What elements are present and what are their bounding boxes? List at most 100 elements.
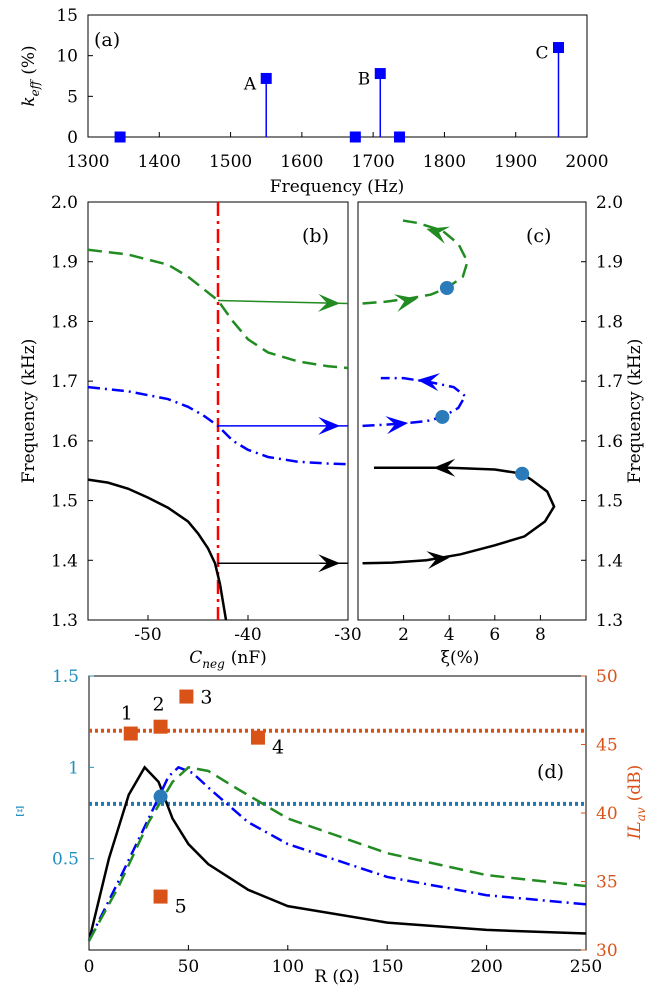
stem-marker xyxy=(349,131,361,143)
panel-a-xtick-label: 1800 xyxy=(423,152,466,172)
direction-arrowhead xyxy=(433,458,456,477)
transfer-arrowhead xyxy=(318,416,341,435)
panel-d-ytick-right-label: 45 xyxy=(596,736,618,756)
il-square-label: 5 xyxy=(175,896,187,918)
stem-marker xyxy=(114,131,126,143)
panel-d-xtick-label: 50 xyxy=(178,957,200,977)
stem-label: A xyxy=(243,74,257,94)
panel-b: (b) 1.3 1.4 1.5 1.6 1.7 1.8 1.9 2.0 -50 -40 -30 Cn… xyxy=(19,193,362,671)
operating-point-marker xyxy=(439,280,454,295)
panel-b-ytick-label: 1.6 xyxy=(51,432,78,452)
panel-d-frame xyxy=(88,675,587,951)
panel-a-xtick-label: 1600 xyxy=(280,152,323,172)
panel-a-ylabel-sub: eff xyxy=(28,78,42,96)
panel-d-ytick-right-label: 50 xyxy=(596,667,618,687)
il-square-label: 1 xyxy=(121,703,133,725)
panel-a-ylabel-main: k xyxy=(19,96,39,106)
direction-arrowhead xyxy=(426,226,451,244)
panel-c-ytick-label: 1.4 xyxy=(596,551,623,571)
stem-label: B xyxy=(358,70,371,90)
panel-b-ytick-label: 1.9 xyxy=(51,253,78,273)
panel-b-ytick-label: 1.3 xyxy=(51,611,78,631)
stem-marker xyxy=(374,68,386,80)
panel-d-xtick-label: 250 xyxy=(570,957,602,977)
panel-a-xtick-label: 2000 xyxy=(565,152,608,172)
panel-d-tag: (d) xyxy=(537,761,564,783)
panel-c-ytick-label: 1.9 xyxy=(596,253,623,273)
panel-c-ytick-label: 2.0 xyxy=(596,193,623,213)
stem-marker xyxy=(394,131,406,143)
series-line xyxy=(87,765,587,942)
il-square-label: 3 xyxy=(200,687,212,709)
panel-c-ytick-label: 1.3 xyxy=(596,611,623,631)
series-line xyxy=(87,385,349,466)
panel-c-xtick-label: 8 xyxy=(535,625,546,645)
direction-arrowhead xyxy=(417,373,441,392)
panel-c-xtick-label: 6 xyxy=(489,625,500,645)
panel-b-xlabel-sub: neg xyxy=(202,657,225,671)
panel-b-xlabel-main: C xyxy=(189,648,202,668)
series-line xyxy=(87,248,349,370)
panel-d-ytick-left-label: 1 xyxy=(68,758,79,778)
panel-a-xtick-label: 1500 xyxy=(209,152,252,172)
panel-a-ytick-label: 10 xyxy=(56,47,78,67)
panel-a-ytick-label: 0 xyxy=(67,128,78,148)
il-square-marker xyxy=(123,726,138,741)
panel-b-xlabel-unit: (nF) xyxy=(231,648,267,668)
panel-c-ytick-label: 1.8 xyxy=(596,312,623,332)
panel-a-ytick-label: 15 xyxy=(56,6,78,26)
stem-marker xyxy=(552,42,564,54)
series-line xyxy=(362,376,467,428)
panel-a-xlabel: Frequency (Hz) xyxy=(270,177,404,197)
panel-b-ytick-label: 1.5 xyxy=(51,492,78,512)
panel-c-xtick-label: 2 xyxy=(398,625,409,645)
stem-label: C xyxy=(535,44,548,64)
operating-point-marker xyxy=(515,466,530,481)
panel-b-ytick-label: 1.8 xyxy=(51,312,78,332)
transfer-arrowhead xyxy=(318,554,341,573)
intersection-marker xyxy=(153,789,168,804)
panel-b-ytick-label: 2.0 xyxy=(51,193,78,213)
panel-d-ytick-left-label: 1.5 xyxy=(52,667,79,687)
il-square-marker xyxy=(250,730,265,745)
panel-a-frame xyxy=(87,14,588,138)
panel-c-ytick-label: 1.5 xyxy=(596,492,623,512)
il-square-label: 2 xyxy=(153,694,165,716)
direction-arrowhead xyxy=(393,294,418,312)
il-square-label: 4 xyxy=(272,737,284,759)
panel-d-ylabel-right: ILav (dB) xyxy=(625,765,648,841)
il-square-marker xyxy=(153,719,168,734)
panel-d-ylabel-right-unit: (dB) xyxy=(625,765,645,802)
panel-b-ytick-label: 1.4 xyxy=(51,551,78,571)
direction-arrowhead xyxy=(426,551,450,570)
direction-arrowhead xyxy=(385,416,409,435)
operating-point-marker xyxy=(435,409,450,424)
series-line xyxy=(87,765,587,942)
panel-b-ytick-label: 1.7 xyxy=(51,372,78,392)
series-line xyxy=(362,466,556,565)
series-line xyxy=(87,765,587,942)
panel-d-xtick-label: 0 xyxy=(84,957,95,977)
panel-d-ytick-right-label: 35 xyxy=(596,873,618,893)
panel-d-ylabel-right-main: IL xyxy=(625,821,645,840)
panel-a-tag: (a) xyxy=(94,29,120,51)
panel-d-ylabel-right-sub: av xyxy=(634,807,648,821)
il-square-marker xyxy=(153,889,168,904)
panel-d-xlabel: R (Ω) xyxy=(314,967,360,987)
panel-d-ylabel-left: Ξ xyxy=(15,805,24,820)
panel-b-xtick-label: -40 xyxy=(234,625,261,645)
panel-a: (a) 1300 1400 1500 1600 1700 1800 1900 2000 0 5 10… xyxy=(19,6,609,197)
panel-b-ylabel: Frequency (kHz) xyxy=(19,339,39,484)
panel-d-xtick-label: 200 xyxy=(470,957,502,977)
panel-d-xtick-label: 150 xyxy=(371,957,403,977)
panel-c-ytick-label: 1.6 xyxy=(596,432,623,452)
panel-b-tag: (b) xyxy=(302,225,329,247)
panel-d-ytick-right-label: 30 xyxy=(596,941,618,961)
panel-c-ylabel: Frequency (kHz) xyxy=(625,339,645,484)
series-line xyxy=(87,478,228,621)
transfer-arrow xyxy=(217,299,349,305)
panel-a-ylabel: keff (%) xyxy=(19,45,42,106)
il-square-marker xyxy=(179,689,194,704)
